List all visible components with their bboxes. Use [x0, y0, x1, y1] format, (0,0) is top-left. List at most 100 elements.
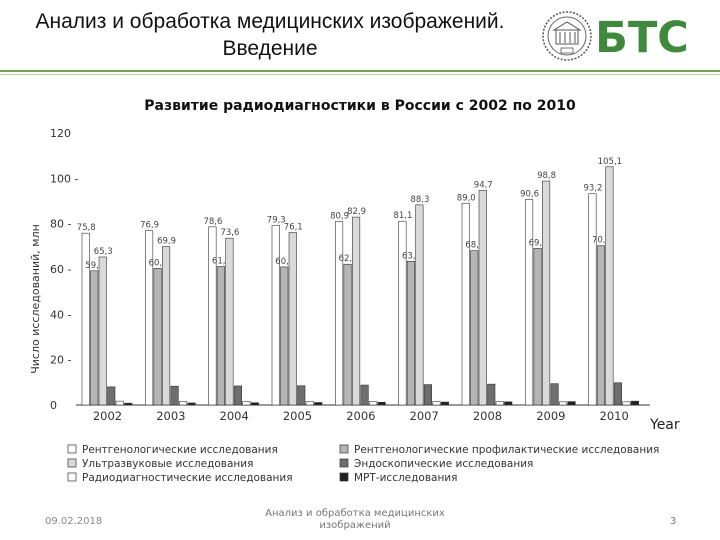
bar-2-2007 [415, 204, 424, 406]
legend-swatch [339, 444, 349, 454]
data-label: 60,3 [149, 258, 168, 268]
legend-label: Эндоскопические исследования [354, 458, 533, 470]
bar-2-2008 [478, 190, 487, 406]
bar-1-2005 [280, 266, 289, 406]
data-label: 68,1 [465, 241, 484, 251]
data-label: 94,7 [474, 180, 493, 190]
y-tick-label: 100 - [50, 172, 78, 185]
legend-swatch [67, 472, 77, 482]
bar-5-2005 [314, 402, 323, 406]
data-label: 78,6 [203, 217, 222, 227]
header-divider-light [0, 74, 720, 75]
data-label: 98,8 [537, 171, 556, 181]
bar-0-2007 [398, 220, 407, 406]
page-title-line2: Введение [222, 37, 318, 60]
x-axis-label: Year [649, 417, 680, 433]
x-tick-label-2009: 2009 [536, 409, 565, 423]
bar-0-2005 [271, 224, 280, 406]
header-divider [0, 70, 720, 72]
bar-3-2004 [233, 385, 242, 406]
bar-0-2003 [145, 230, 154, 406]
data-label: 82,9 [347, 207, 366, 217]
bar-1-2008 [470, 250, 479, 406]
data-label: 90,6 [520, 190, 539, 200]
bar-5-2006 [377, 401, 386, 406]
bar-4-2006 [369, 401, 378, 406]
bar-1-2006 [343, 263, 352, 406]
data-label: 75,8 [77, 223, 96, 233]
bar-0-2002 [81, 232, 90, 406]
bar-4-2007 [432, 401, 441, 406]
legend-swatch [67, 458, 77, 468]
y-tick-label: 80 - [50, 218, 71, 231]
x-tick-label-2006: 2006 [346, 409, 375, 423]
data-label: 73,6 [220, 228, 239, 238]
data-label: 80,9 [330, 212, 349, 222]
bar-0-2009 [525, 199, 534, 406]
bar-4-2009 [559, 401, 568, 406]
bar-5-2007 [440, 401, 449, 406]
page-title: Анализ и обработка медицинских изображен… [0, 8, 540, 62]
y-tick-label: 20 - [50, 354, 71, 367]
x-tick-label-2002: 2002 [93, 409, 122, 423]
x-tick-label-2010: 2010 [600, 409, 629, 423]
bar-1-2010 [596, 245, 605, 406]
bar-5-2008 [504, 401, 513, 406]
data-label: 76,9 [140, 221, 159, 231]
page-title-line1: Анализ и обработка медицинских изображен… [35, 10, 505, 33]
footer-date: 09.02.2018 [45, 516, 103, 527]
bar-2-2004 [225, 237, 234, 406]
bar-0-2006 [335, 221, 344, 406]
bar-3-2010 [613, 382, 622, 406]
data-label: 69,1 [529, 238, 548, 248]
bar-2-2009 [542, 180, 551, 406]
legend-label: Радиодиагностические исследования [82, 472, 293, 484]
bar-5-2003 [187, 402, 196, 406]
bar-chart: 0 20 - 40 - 60 - 80 - 100 - 120 Число исследова… [29, 127, 680, 484]
legend-label: Рентгенологические исследования [82, 444, 278, 456]
bar-1-2009 [533, 248, 542, 406]
data-label: 62,1 [339, 254, 358, 264]
bar-3-2002 [107, 386, 116, 406]
legend-swatch [339, 472, 349, 482]
data-label: 69,9 [157, 237, 176, 247]
y-tick-label: 0 [50, 399, 57, 412]
bar-2-2006 [352, 216, 361, 406]
x-tick-label-2008: 2008 [473, 409, 502, 423]
y-tick-label: 40 - [50, 308, 71, 321]
bar-4-2008 [495, 401, 504, 406]
data-label: 79,3 [267, 215, 286, 225]
data-label: 59,2 [85, 261, 104, 271]
legend-label: Рентгенологические профилактические иссл… [354, 444, 659, 456]
legend-label: МРТ-исследования [354, 472, 457, 484]
bar-5-2002 [124, 402, 133, 406]
y-axis-label: Число исследований, млн [29, 224, 42, 374]
legend-swatch [339, 458, 349, 468]
bar-5-2010 [630, 400, 639, 406]
footer-caption-line2: изображений [319, 520, 391, 531]
bar-4-2002 [115, 400, 124, 406]
footer-caption: Анализ и обработка медицинских изображен… [255, 508, 455, 532]
data-label: 65,3 [94, 247, 113, 257]
bar-2-2010 [605, 166, 614, 406]
x-tick-label-2004: 2004 [220, 409, 249, 423]
data-label: 63,4 [402, 251, 421, 261]
data-label: 61,1 [212, 257, 231, 267]
data-label: 70,3 [592, 236, 611, 246]
bar-4-2004 [242, 401, 251, 406]
data-label: 93,2 [583, 184, 602, 194]
bts-logo-text: БТС [598, 13, 686, 58]
bar-1-2007 [406, 260, 415, 406]
bar-2-2003 [162, 246, 171, 406]
chart-title: Развитие радиодиагностики в России с 200… [144, 98, 576, 114]
bar-4-2003 [179, 401, 188, 406]
bar-0-2008 [461, 202, 470, 406]
bar-3-2006 [360, 384, 369, 406]
bar-2-2005 [288, 232, 297, 406]
bar-3-2007 [423, 384, 432, 406]
bar-4-2010 [622, 401, 631, 406]
data-label: 105,1 [598, 157, 622, 167]
bar-5-2004 [250, 402, 259, 406]
data-label: 60,9 [275, 257, 294, 267]
data-label: 89,0 [457, 193, 476, 203]
